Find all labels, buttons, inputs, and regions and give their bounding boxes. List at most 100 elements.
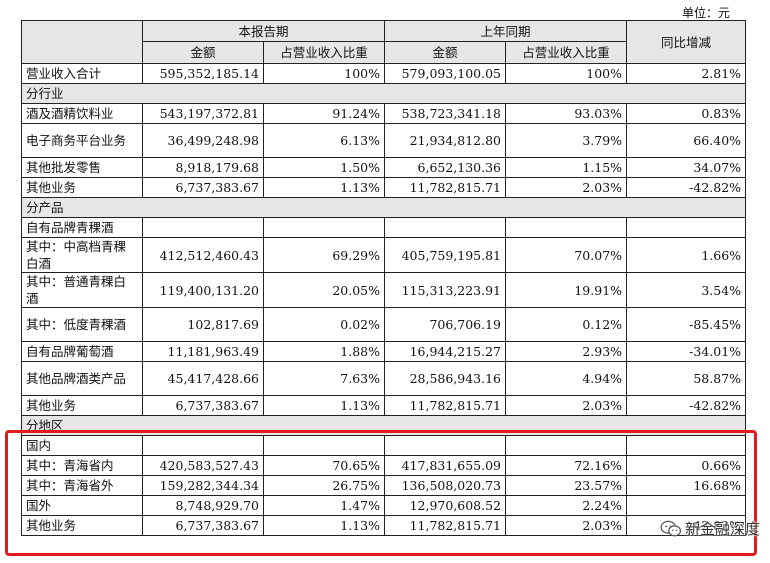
header-prior-period: 上年同期 <box>384 20 628 42</box>
prior-amount-cell: 21,934,812.80 <box>384 123 507 158</box>
table-row: 自有品牌葡萄酒 11,181,963.49 1.88% 16,944,215.27 2.… <box>21 341 747 362</box>
prior-ratio-cell: 2.03% <box>505 515 628 536</box>
prior-amount-cell: 28,586,943.16 <box>384 361 507 396</box>
header-yoy: 同比增减 <box>626 20 747 64</box>
prior-ratio-cell <box>505 217 628 238</box>
watermark: 新金融深度 <box>660 518 760 539</box>
current-amount-cell: 119,400,131.20 <box>142 272 264 308</box>
current-amount-cell: 595,352,185.14 <box>142 63 264 84</box>
table-row: 自有品牌青稞酒 <box>21 217 747 238</box>
row-label: 其中：低度青稞酒 <box>21 307 143 342</box>
table-row: 电子商务平台业务 36,499,248.98 6.13% 21,934,812.80 3… <box>21 123 747 158</box>
prior-ratio-cell: 70.07% <box>505 237 628 273</box>
yoy-cell: 2.81% <box>626 63 747 84</box>
highlight-box <box>5 430 757 556</box>
yoy-cell: 1.66% <box>626 237 747 273</box>
table-row: 其中：中高档青稞白酒 412,512,460.43 69.29% 405,759,19… <box>21 237 747 273</box>
table-row: 其他业务 6,737,383.67 1.13% 11,782,815.71 2.03% -… <box>21 515 747 536</box>
header-prior-amount: 金额 <box>384 41 507 64</box>
yoy-cell: -42.82% <box>626 177 747 198</box>
prior-ratio-cell: 93.03% <box>505 103 628 124</box>
current-amount-cell: 159,282,344.34 <box>142 475 264 496</box>
prior-amount-cell: 405,759,195.81 <box>384 237 507 273</box>
prior-amount-cell: 417,831,655.09 <box>384 455 507 476</box>
row-label: 自有品牌青稞酒 <box>21 217 143 238</box>
prior-ratio-cell: 1.15% <box>505 157 628 178</box>
prior-amount-cell: 538,723,341.18 <box>384 103 507 124</box>
prior-ratio-cell: 100% <box>505 63 628 84</box>
prior-ratio-cell: 3.79% <box>505 123 628 158</box>
current-ratio-cell: 1.13% <box>262 177 386 198</box>
current-ratio-cell: 6.13% <box>262 123 386 158</box>
section-label: 分产品 <box>20 197 747 218</box>
watermark-text: 新金融深度 <box>684 520 760 538</box>
row-label: 其他业务 <box>21 515 143 536</box>
prior-ratio-cell: 2.03% <box>505 395 628 416</box>
current-amount-cell: 45,417,428.66 <box>142 361 264 396</box>
row-label: 其他批发零售 <box>21 157 143 178</box>
row-label: 其他业务 <box>21 395 143 416</box>
current-ratio-cell: 20.05% <box>262 272 386 308</box>
prior-amount-cell: 706,706.19 <box>384 307 507 342</box>
current-amount-cell: 6,737,383.67 <box>142 395 264 416</box>
prior-ratio-cell: 2.93% <box>505 341 628 362</box>
yoy-cell: -34.01% <box>626 341 747 362</box>
table-row: 其中：低度青稞酒 102,817.69 0.02% 706,706.19 0.12% -8… <box>21 307 747 342</box>
yoy-cell: -42.82% <box>626 515 747 536</box>
yoy-cell: -42.82% <box>626 395 747 416</box>
row-label: 其他品牌酒类产品 <box>21 361 143 396</box>
current-amount-cell: 8,918,179.68 <box>142 157 264 178</box>
table-row: 营业收入合计 595,352,185.14 100% 579,093,100.05 10… <box>21 63 747 84</box>
table-row: 其他品牌酒类产品 45,417,428.66 7.63% 28,586,943.16 4… <box>21 361 747 396</box>
current-amount-cell: 11,181,963.49 <box>142 341 264 362</box>
prior-amount-cell: 16,944,215.27 <box>384 341 507 362</box>
current-ratio-cell: 100% <box>262 63 386 84</box>
prior-ratio-cell: 19.91% <box>505 272 628 308</box>
row-label: 电子商务平台业务 <box>21 123 143 158</box>
current-amount-cell: 6,737,383.67 <box>142 177 264 198</box>
current-ratio-cell <box>262 217 386 238</box>
yoy-cell: 66.40% <box>626 123 747 158</box>
unit-label: 单位：元 <box>681 6 730 20</box>
table-row: 酒及酒精饮料业 543,197,372.81 91.24% 538,723,341.1… <box>21 103 747 124</box>
prior-amount-cell: 579,093,100.05 <box>384 63 507 84</box>
row-label: 自有品牌葡萄酒 <box>21 341 143 362</box>
current-amount-cell: 412,512,460.43 <box>142 237 264 273</box>
current-ratio-cell: 1.88% <box>262 341 386 362</box>
current-ratio-cell: 69.29% <box>262 237 386 273</box>
row-label: 酒及酒精饮料业 <box>21 103 143 124</box>
current-ratio-cell: 1.13% <box>262 395 386 416</box>
current-amount-cell: 102,817.69 <box>142 307 264 342</box>
section-label: 分行业 <box>20 83 747 104</box>
header-blank <box>21 20 143 64</box>
prior-amount-cell: 11,782,815.71 <box>384 177 507 198</box>
current-ratio-cell: 26.75% <box>262 475 386 496</box>
current-amount-cell: 543,197,372.81 <box>142 103 264 124</box>
yoy-cell: 34.07% <box>626 157 747 178</box>
row-label: 其中：普通青稞白酒 <box>21 272 143 308</box>
table-row: 其他业务 6,737,383.67 1.13% 11,782,815.71 2.03% -… <box>21 177 747 198</box>
current-ratio-cell: 7.63% <box>262 361 386 396</box>
yoy-cell: 0.83% <box>626 103 747 124</box>
section-row: 分行业 <box>20 83 747 104</box>
current-ratio-cell: 91.24% <box>262 103 386 124</box>
prior-ratio-cell: 2.03% <box>505 177 628 198</box>
current-ratio-cell: 1.13% <box>262 515 386 536</box>
prior-ratio-cell: 4.94% <box>505 361 628 396</box>
row-label: 其中：中高档青稞白酒 <box>21 237 143 273</box>
table-row: 国内 <box>21 435 747 456</box>
row-label: 营业收入合计 <box>21 63 143 84</box>
prior-amount-cell: 11,782,815.71 <box>384 515 507 536</box>
table-row: 其中：普通青稞白酒 119,400,131.20 20.05% 115,313,223… <box>21 272 747 308</box>
header-current-amount: 金额 <box>142 41 264 64</box>
yoy-cell <box>626 217 747 238</box>
prior-ratio-cell: 23.57% <box>505 475 628 496</box>
current-amount-cell: 6,737,383.67 <box>142 515 264 536</box>
yoy-cell: 58.87% <box>626 361 747 396</box>
header-current-ratio: 占营业收入比重 <box>262 41 386 64</box>
row-label: 其他业务 <box>21 177 143 198</box>
prior-amount-cell: 115,313,223.91 <box>384 272 507 308</box>
header-current-period: 本报告期 <box>141 20 386 42</box>
current-amount-cell <box>142 217 264 238</box>
current-ratio-cell: 1.50% <box>262 157 386 178</box>
